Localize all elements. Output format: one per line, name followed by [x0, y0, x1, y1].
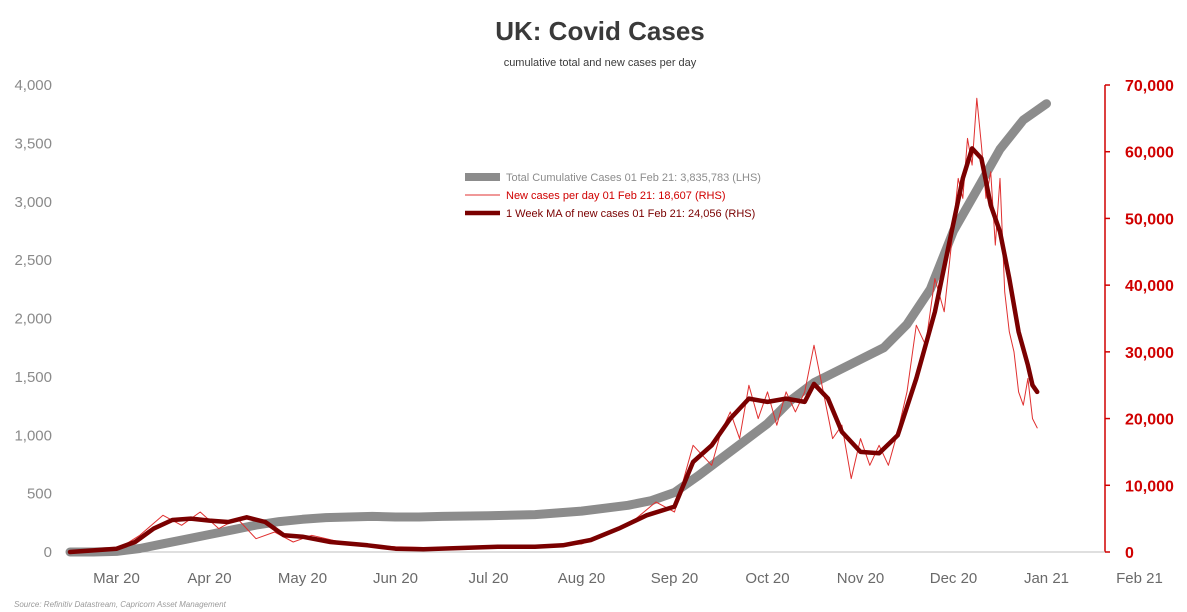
x-axis: Mar 20 Apr 20 May 20 Jun 20 Jul 20 Aug 20 Sep …: [70, 551, 1163, 587]
y-right-tick-label: 0: [1125, 545, 1134, 562]
x-tick-label: Aug 20: [558, 570, 606, 587]
chart-title: UK: Covid Cases: [495, 16, 705, 46]
x-tick-label: Feb 21: [1116, 570, 1163, 587]
x-tick-label: Mar 20: [93, 570, 140, 587]
y-right-tick-label: 60,000: [1125, 145, 1174, 162]
y-left-tick-label: 4,000: [14, 77, 52, 94]
x-tick-label: Jun 20: [373, 570, 418, 587]
y-left-tick-label: 1,000: [14, 427, 52, 444]
x-tick-label: Apr 20: [187, 570, 231, 587]
source-note: Source: Refinitiv Datastream, Capricorn …: [14, 600, 227, 609]
legend: Total Cumulative Cases 01 Feb 21: 3,835,…: [465, 172, 761, 220]
series-daily-line: [69, 97, 1038, 553]
y-left-tick-label: 1,500: [14, 369, 52, 386]
x-tick-label: Dec 20: [930, 570, 978, 587]
y-left-tick-label: 3,500: [14, 135, 52, 152]
legend-cumulative-label: Total Cumulative Cases 01 Feb 21: 3,835,…: [506, 172, 761, 184]
x-tick-label: Sep 20: [651, 570, 699, 587]
y-left-tick-label: 2,000: [14, 311, 52, 328]
y-right-tick-label: 10,000: [1125, 478, 1174, 495]
right-axis: 0 10,000 20,000 30,000 40,000 50,000 60,000 70,…: [1104, 78, 1174, 562]
series-ma-line: [67, 146, 1040, 555]
x-tick-label: May 20: [278, 570, 327, 587]
left-axis: 0 500 1,000 1,500 2,000 2,500 3,000 3,500 4,000: [14, 77, 52, 561]
y-right-tick-label: 40,000: [1125, 278, 1174, 295]
y-left-tick-label: 2,500: [14, 252, 52, 269]
x-tick-label: Jul 20: [468, 570, 508, 587]
y-left-tick-label: 500: [27, 486, 52, 503]
x-tick-label: Oct 20: [745, 570, 789, 587]
y-right-tick-label: 70,000: [1125, 78, 1174, 95]
y-right-tick-label: 50,000: [1125, 211, 1174, 228]
y-left-tick-label: 3,000: [14, 194, 52, 211]
x-tick-label: Jan 21: [1024, 570, 1069, 587]
chart-subtitle: cumulative total and new cases per day: [504, 57, 697, 69]
series-cumulative-line: [65, 99, 1051, 557]
legend-daily-label: New cases per day 01 Feb 21: 18,607 (RHS…: [506, 190, 726, 202]
y-right-tick-label: 20,000: [1125, 412, 1174, 429]
y-right-tick-label: 30,000: [1125, 345, 1174, 362]
y-left-tick-label: 0: [44, 544, 52, 561]
legend-ma-label: 1 Week MA of new cases 01 Feb 21: 24,056…: [506, 208, 755, 220]
x-tick-label: Nov 20: [837, 570, 885, 587]
series-group: [65, 97, 1051, 557]
